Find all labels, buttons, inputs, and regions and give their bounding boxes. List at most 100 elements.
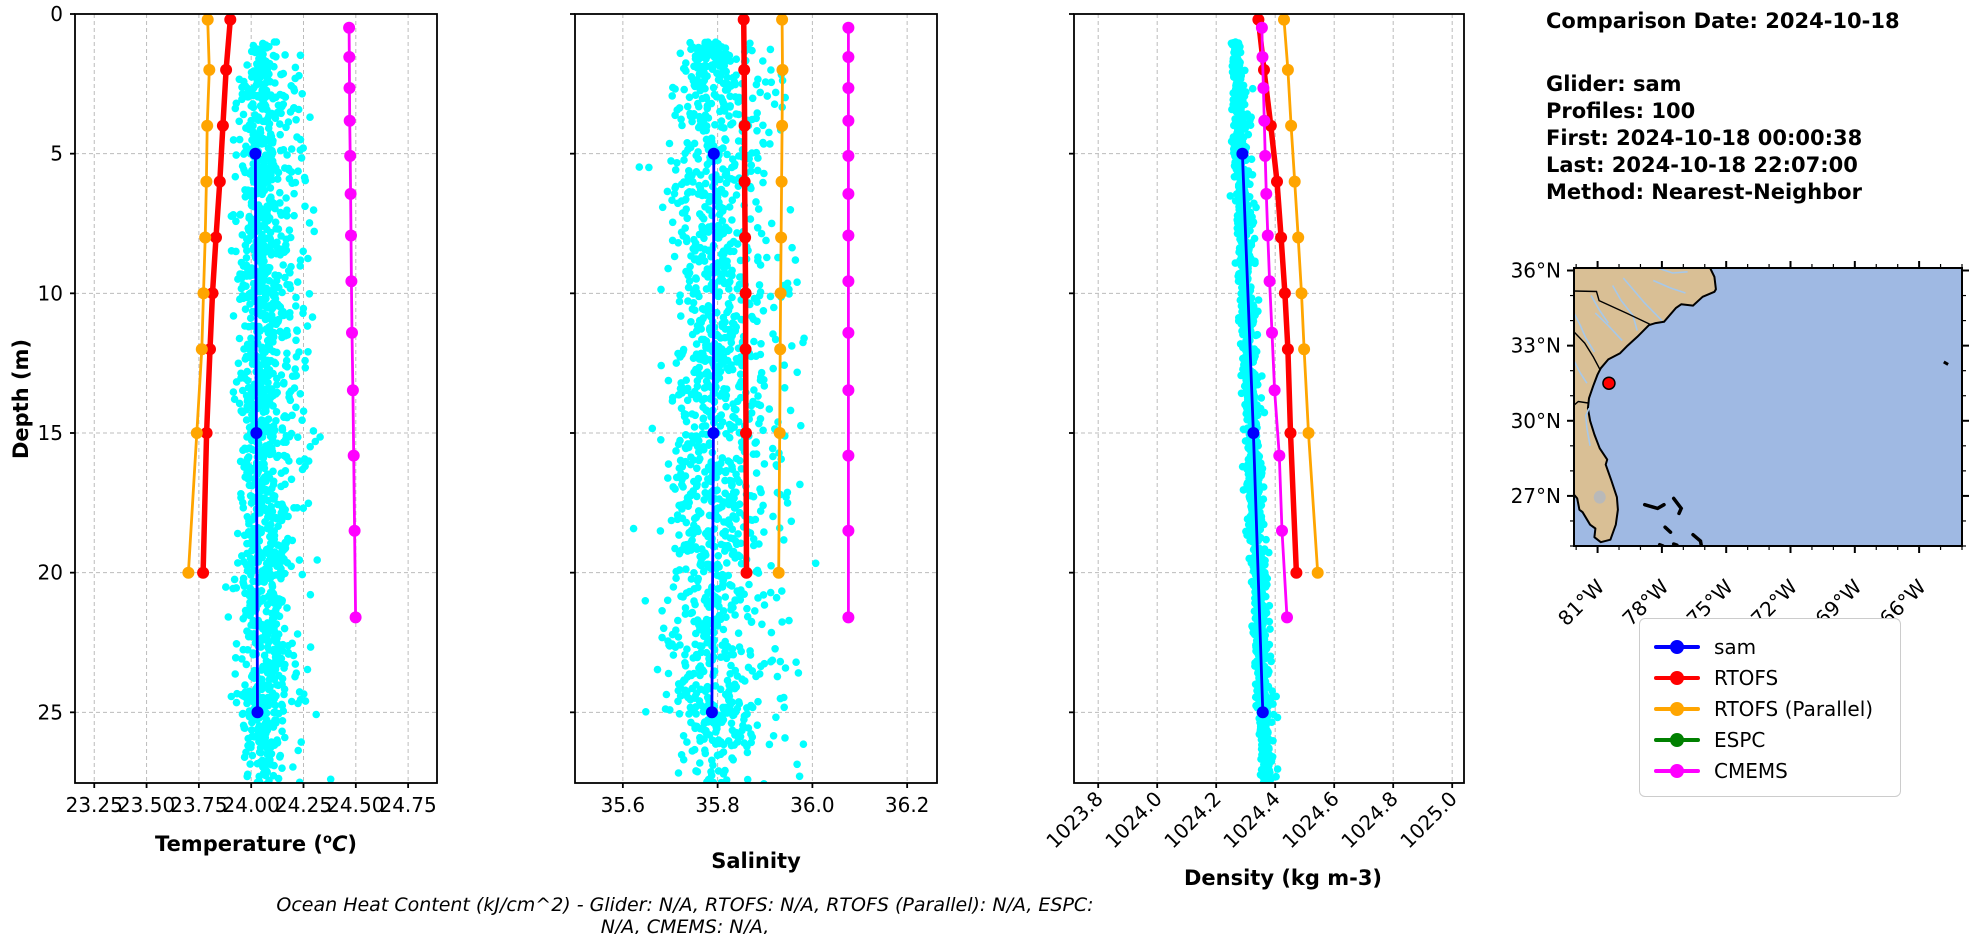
river — [1611, 285, 1638, 331]
method: Method: Nearest-Neighbor — [1546, 180, 1862, 204]
rtofs-marker-icon — [1670, 670, 1684, 685]
last-profile-time: Last: 2024-10-18 22:07:00 — [1546, 153, 1858, 177]
river — [1657, 268, 1688, 274]
comparison-info-panel: Comparison Date: 2024-10-18 Glider: sam … — [1546, 8, 1900, 206]
map-lat-label: 36°N — [1511, 259, 1561, 283]
glider-scatter — [222, 38, 335, 783]
island — [1642, 502, 1666, 511]
legend-label: RTOFS (Parallel) — [1714, 696, 1874, 721]
profiles-count: Profiles: 100 — [1546, 99, 1696, 123]
sam-marker-icon — [1670, 639, 1684, 654]
temperature-axis-label: Temperature (oC) — [155, 832, 357, 856]
glider-scatter — [629, 38, 820, 783]
axes-frame — [1073, 13, 1465, 784]
map-lat-label: 30°N — [1511, 409, 1561, 433]
espc-marker-icon — [1670, 732, 1684, 747]
axes-frame — [574, 13, 938, 784]
rtofs-line-swatch — [1654, 670, 1700, 685]
x-tick-label: 23.50 — [118, 793, 175, 817]
series-cmems — [343, 21, 362, 624]
legend: sam RTOFS RTOFS (Parallel) ESPC CMEMS — [1639, 618, 1901, 797]
river — [1652, 279, 1686, 294]
series-cmems — [1255, 21, 1293, 624]
panel-2: 1023.81024.01024.21024.41024.61024.81025… — [1041, 13, 1465, 853]
espc-line-swatch — [1654, 732, 1700, 747]
x-tick-label: 36.2 — [885, 793, 930, 817]
panel-1: 35.6 35.8 36.0 36.2 — [570, 13, 938, 817]
river — [1594, 312, 1623, 342]
map-lat-label: 33°N — [1511, 334, 1561, 358]
x-tick-label: 35.6 — [601, 793, 646, 817]
x-tick-label: 24.25 — [275, 793, 332, 817]
x-tick-label: 24.00 — [223, 793, 280, 817]
series-cmems — [842, 21, 855, 624]
x-tick-label: 24.75 — [379, 793, 436, 817]
x-tick-label: 35.8 — [695, 793, 740, 817]
island — [1691, 532, 1704, 546]
x-tick-label: 1024.8 — [1336, 787, 1402, 853]
y-tick-label: 25 — [38, 700, 63, 724]
map-axes: 27°N30°N33°N36°N81°W 78°W 75°W 72°W 69°W 66°W — [1511, 259, 1969, 631]
series-rtofs — [737, 14, 753, 579]
series-rtofs-parallel- — [182, 14, 216, 579]
rtofs-parallel-marker-icon — [1670, 701, 1684, 716]
y-tick-label: 20 — [38, 561, 63, 585]
first-profile-time: First: 2024-10-18 00:00:38 — [1546, 126, 1863, 150]
river — [1574, 312, 1596, 353]
location-map: 27°N30°N33°N36°N81°W 78°W 75°W 72°W 69°W 66°W — [1511, 259, 1969, 631]
x-tick-label: 1023.8 — [1041, 787, 1107, 853]
river — [1574, 360, 1588, 384]
cmems-line-swatch — [1654, 763, 1700, 778]
series-rtofs-parallel- — [1278, 14, 1324, 579]
x-tick-label: 1024.0 — [1100, 787, 1166, 853]
salinity-axis-label: Salinity — [711, 849, 801, 873]
state-border — [1574, 400, 1589, 406]
map-frame — [1573, 267, 1963, 547]
state-border — [1574, 290, 1650, 325]
legend-item-sam: sam — [1654, 631, 1900, 662]
legend-item-cmems: CMEMS — [1654, 755, 1900, 786]
axes-frame — [74, 13, 438, 784]
legend-item-espc: ESPC — [1654, 724, 1900, 755]
x-tick-label: 1024.4 — [1218, 787, 1284, 853]
legend-label: CMEMS — [1714, 758, 1788, 783]
x-tick-label: 23.75 — [170, 793, 227, 817]
legend-item-rtofs: RTOFS — [1654, 662, 1900, 693]
sam-line-swatch — [1654, 639, 1700, 654]
map-lat-label: 27°N — [1511, 484, 1561, 508]
rtofs-parallel-line-swatch — [1654, 701, 1700, 716]
legend-label: ESPC — [1714, 727, 1766, 752]
state-border — [1574, 331, 1601, 371]
series-rtofs — [197, 14, 237, 579]
x-tick-label: 1024.6 — [1277, 787, 1343, 853]
glider-position-marker — [1602, 376, 1616, 390]
x-tick-label: 1025.0 — [1395, 787, 1461, 853]
river — [1584, 407, 1591, 446]
river — [1622, 277, 1663, 322]
depth-axis-label: Depth (m) — [9, 338, 33, 460]
legend-label: sam — [1714, 634, 1757, 659]
x-tick-label: 1024.2 — [1159, 787, 1225, 853]
island — [1671, 496, 1684, 516]
comparison-date: Comparison Date: 2024-10-18 — [1546, 9, 1900, 33]
legend-label: RTOFS — [1714, 665, 1779, 690]
series-rtofs-parallel- — [772, 14, 789, 579]
river — [1590, 295, 1609, 324]
legend-item-rtofs-parallel: RTOFS (Parallel) — [1654, 693, 1900, 724]
y-tick-label: 10 — [38, 281, 63, 305]
y-tick-label: 15 — [38, 421, 63, 445]
x-tick-label: 23.25 — [66, 793, 123, 817]
y-tick-label: 0 — [50, 2, 63, 26]
y-tick-label: 5 — [50, 142, 63, 166]
series-sam — [249, 147, 264, 719]
glider-name: Glider: sam — [1546, 72, 1682, 96]
island-bermuda — [1943, 360, 1949, 366]
land-coastline — [1574, 268, 1717, 544]
x-tick-label: 24.50 — [327, 793, 384, 817]
lake-okeechobee — [1593, 490, 1606, 504]
map-lon-label: 81°W — [1553, 574, 1609, 630]
x-tick-label: 36.0 — [790, 793, 835, 817]
